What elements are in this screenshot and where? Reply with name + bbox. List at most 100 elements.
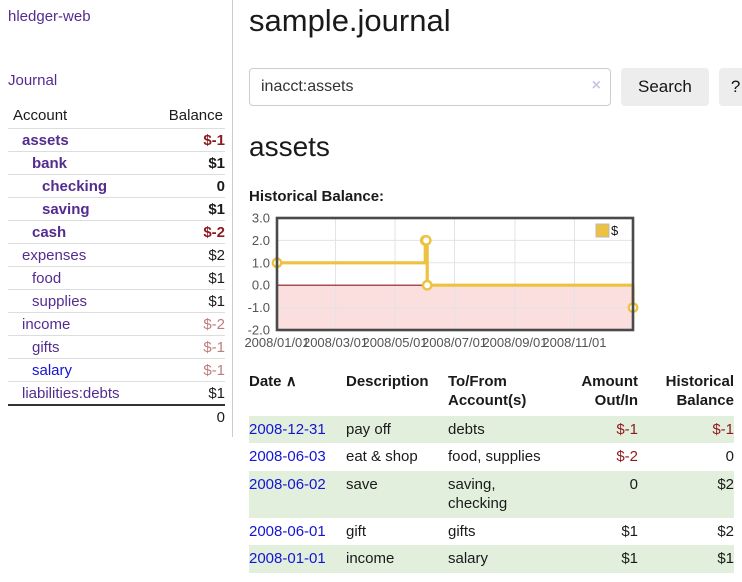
account-row: bank $1 [8,151,225,175]
account-balance: $-1 [148,358,225,382]
account-row: assets $-1 [8,128,225,152]
account-link[interactable]: saving [42,200,90,218]
account-link[interactable]: food [32,269,62,287]
date-column-label: Date [249,373,282,390]
account-link[interactable]: supplies [32,292,88,310]
accounts-total-spacer [8,404,149,428]
chart-xtick-label: 2008/09/01 [482,335,547,350]
register-row: 2008-12-31 pay off debts $-1 $-1 [249,415,734,444]
accounts-total-value: 0 [148,404,225,428]
search-bar: × Search ? [249,68,742,106]
account-link[interactable]: salary [32,361,73,379]
account-link[interactable]: income [22,315,71,333]
account-row: checking 0 [8,174,225,198]
account-cell: cash [8,220,149,244]
account-balance: $-2 [148,312,225,336]
register-amount-cell: 0 [629,475,638,493]
chart-point-marker [421,279,433,291]
chart-ytick-label: 0.0 [252,278,270,293]
chart-ytick-label: 1.0 [252,255,270,270]
account-balance: $1 [148,151,225,175]
transaction-date-link[interactable]: 2008-06-01 [249,522,326,540]
chart-xtick-label: 2008/05/01 [362,335,427,350]
accounts-header-row: Account Balance [8,104,225,129]
register-row: 2008-06-02 save saving, checking 0 $2 [249,470,734,518]
chart-xtick-label: 2008/11/01 [542,335,606,350]
register-balance-cell: $2 [717,475,734,493]
account-link[interactable]: cash [32,223,67,241]
account-cell: food [8,266,149,290]
register-accounts-cell: saving, checking [448,475,508,513]
chart-ytick-label: 3.0 [252,211,270,226]
account-balance: $-2 [148,220,225,244]
register-amount-cell: $1 [621,522,638,540]
register-row: 2008-06-01 gift gifts $1 $2 [249,518,734,546]
journal-link[interactable]: Journal [8,72,58,89]
account-row: gifts $-1 [8,335,225,359]
account-cell: bank [8,151,149,175]
accounts-total-row: 0 [8,404,225,428]
account-balance: $1 [148,381,225,406]
account-row: food $1 [8,266,225,290]
register-date-cell: 2008-12-31 [249,416,346,444]
register-description-cell: income [346,550,395,567]
account-cell: income [8,312,149,336]
register-accounts-cell: debts [448,420,485,438]
account-row: expenses $2 [8,243,225,267]
register-date-cell: 2008-06-03 [249,443,346,471]
account-balance: $1 [148,289,225,313]
account-cell: expenses [8,243,149,267]
help-button[interactable]: ? [718,68,742,106]
app-brand: hledger-web [8,8,225,25]
account-row: supplies $1 [8,289,225,313]
search-input-wrap: × [249,68,611,106]
register-accounts-cell: salary [448,550,489,567]
chart-ytick-label: -2.0 [248,323,270,338]
account-link[interactable]: gifts [32,338,60,356]
register-header-row: Date ∧ Description To/From Account(s) Am… [249,371,734,416]
account-link[interactable]: liabilities:debts [22,384,120,402]
register-header-balance: Historical Balance [665,373,734,409]
account-heading: assets [249,131,330,162]
transaction-date-link[interactable]: 2008-12-31 [249,420,326,438]
register-description-cell: pay off [346,420,391,438]
chart-xtick-label: 2008/07/01 [422,335,487,350]
account-balance: $2 [148,243,225,267]
chart-ytick-label: -1.0 [248,300,270,315]
transaction-date-link[interactable]: 2008-01-01 [249,550,326,567]
account-cell: assets [8,128,149,152]
account-cell: checking [8,174,149,198]
account-link[interactable]: checking [42,177,108,195]
account-cell: liabilities:debts [8,381,149,406]
account-row: liabilities:debts $1 [8,381,225,406]
chart-ytick-label: 2.0 [252,233,270,248]
page-title: sample.journal [249,3,451,38]
main-content: sample.journal × Search ? assets Histori… [233,0,742,582]
register-accounts-cell: food, supplies [448,448,541,465]
register-header-description: Description [346,373,429,390]
register-date-cell: 2008-01-01 [249,545,346,573]
chart-legend-swatch [595,223,610,238]
register-header-accounts: To/From Account(s) [448,373,527,409]
account-balance: $-1 [148,128,225,152]
chart-legend-label: $ [611,223,619,238]
account-balance: 0 [148,174,225,198]
account-link[interactable]: expenses [22,246,87,264]
transaction-date-link[interactable]: 2008-06-02 [249,475,326,493]
transaction-date-link[interactable]: 2008-06-03 [249,448,326,465]
clear-search-icon[interactable]: × [591,77,601,94]
account-balance: $-1 [148,335,225,359]
brand-link[interactable]: hledger-web [8,8,91,25]
journal-nav: Journal [8,72,225,89]
register-header-date[interactable]: Date ∧ [249,371,346,416]
sort-ascending-icon: ∧ [285,373,297,390]
account-row: saving $1 [8,197,225,221]
search-button[interactable]: Search [621,68,709,106]
search-input[interactable] [249,68,611,106]
accounts-table-body: assets $-1 bank $1 checking 0 saving $1 cash $-2 e… [8,128,225,428]
account-link[interactable]: bank [32,154,68,172]
chart-point-marker [420,235,432,246]
account-link[interactable]: assets [22,131,69,149]
register-row: 2008-01-01 income salary $1 $1 [249,545,734,573]
